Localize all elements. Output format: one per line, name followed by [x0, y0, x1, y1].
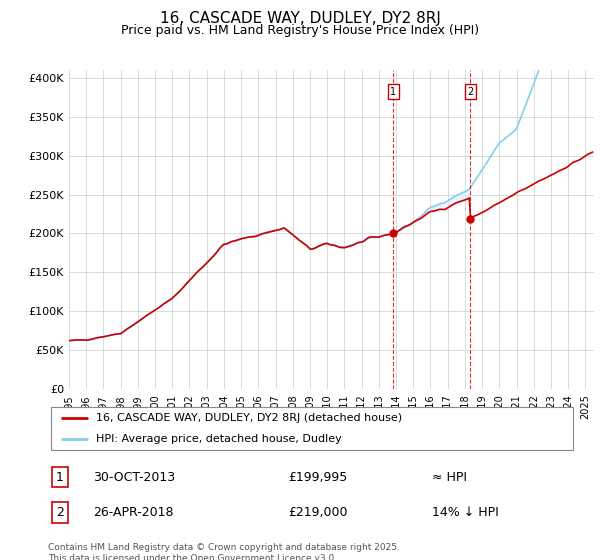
- Text: Contains HM Land Registry data © Crown copyright and database right 2025.
This d: Contains HM Land Registry data © Crown c…: [48, 543, 400, 560]
- Text: Price paid vs. HM Land Registry's House Price Index (HPI): Price paid vs. HM Land Registry's House …: [121, 24, 479, 36]
- Text: £199,995: £199,995: [288, 470, 347, 484]
- Text: 2: 2: [56, 506, 64, 519]
- Text: 30-OCT-2013: 30-OCT-2013: [93, 470, 175, 484]
- Text: 14% ↓ HPI: 14% ↓ HPI: [432, 506, 499, 519]
- Text: 16, CASCADE WAY, DUDLEY, DY2 8RJ: 16, CASCADE WAY, DUDLEY, DY2 8RJ: [160, 11, 440, 26]
- Text: 1: 1: [56, 470, 64, 484]
- FancyBboxPatch shape: [50, 407, 574, 450]
- Text: 16, CASCADE WAY, DUDLEY, DY2 8RJ (detached house): 16, CASCADE WAY, DUDLEY, DY2 8RJ (detach…: [95, 413, 401, 423]
- Text: HPI: Average price, detached house, Dudley: HPI: Average price, detached house, Dudl…: [95, 433, 341, 444]
- Text: £219,000: £219,000: [288, 506, 347, 519]
- Text: 26-APR-2018: 26-APR-2018: [93, 506, 173, 519]
- Text: ≈ HPI: ≈ HPI: [432, 470, 467, 484]
- Text: 2: 2: [467, 87, 473, 97]
- Text: 1: 1: [390, 87, 396, 97]
